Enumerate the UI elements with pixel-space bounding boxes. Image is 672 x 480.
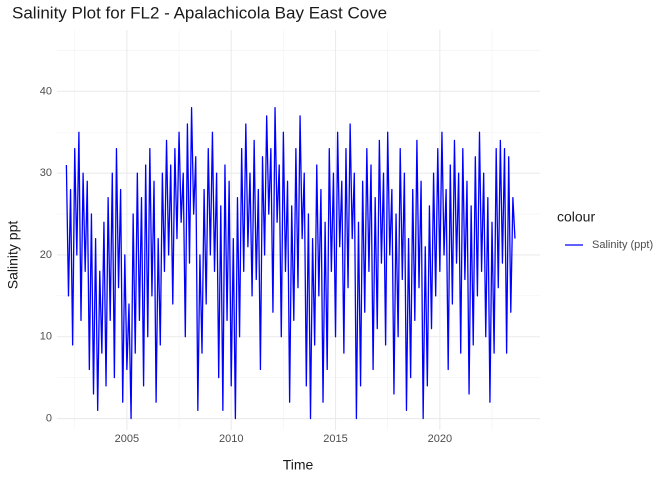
y-tick-label: 20 (40, 249, 52, 261)
chart-title: Salinity Plot for FL2 - Apalachicola Bay… (12, 3, 387, 22)
y-tick-label: 30 (40, 167, 52, 179)
y-tick-label: 40 (40, 85, 52, 97)
y-axis-title: Salinity ppt (5, 221, 21, 290)
x-axis-title: Time (283, 457, 314, 473)
x-tick-label: 2005 (115, 433, 139, 445)
x-tick-label: 2010 (219, 433, 243, 445)
legend-title: colour (557, 209, 595, 225)
legend-label: Salinity (ppt) (592, 239, 653, 251)
y-tick-label: 10 (40, 331, 52, 343)
y-tick-label: 0 (46, 412, 52, 424)
x-tick-label: 2015 (323, 433, 347, 445)
data-line (65, 107, 516, 420)
x-tick-label: 2020 (428, 433, 452, 445)
plot (65, 107, 516, 420)
